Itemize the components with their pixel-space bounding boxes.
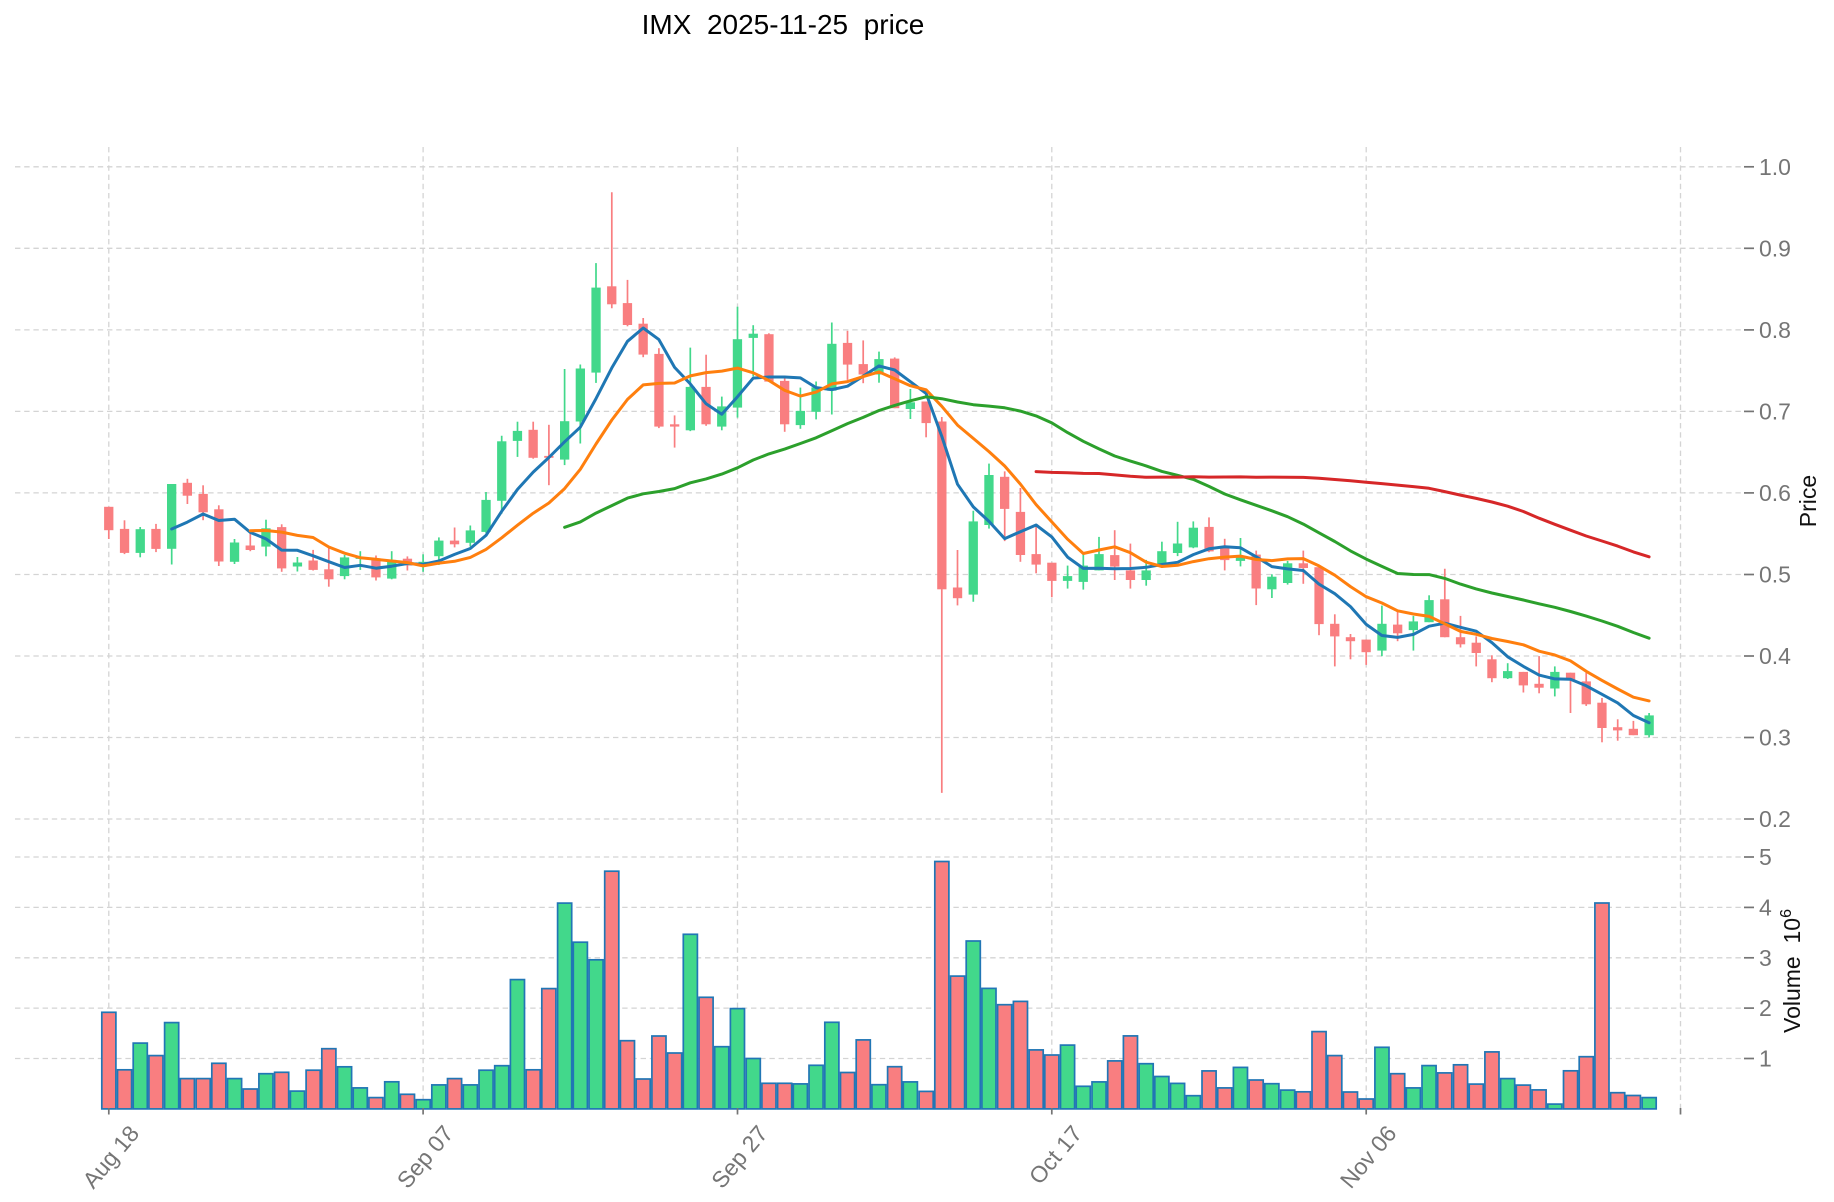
svg-text:5: 5 [1759, 844, 1772, 870]
svg-text:1.0: 1.0 [1759, 154, 1791, 180]
svg-text:4: 4 [1759, 894, 1772, 920]
svg-text:0.5: 0.5 [1759, 562, 1791, 588]
svg-text:0.7: 0.7 [1759, 398, 1791, 424]
svg-text:Volume 106: Volume 106 [1778, 909, 1805, 1033]
svg-text:Price: Price [1795, 475, 1821, 527]
svg-text:0.8: 0.8 [1759, 317, 1791, 343]
svg-text:0.6: 0.6 [1759, 480, 1791, 506]
svg-text:0.4: 0.4 [1759, 643, 1791, 669]
svg-text:1: 1 [1759, 1046, 1772, 1072]
svg-text:2: 2 [1759, 995, 1772, 1021]
svg-text:0.9: 0.9 [1759, 235, 1791, 261]
svg-text:0.2: 0.2 [1759, 806, 1791, 832]
svg-text:0.3: 0.3 [1759, 725, 1791, 751]
svg-text:3: 3 [1759, 945, 1772, 971]
svg-text:IMX 2025-11-25 price: IMX 2025-11-25 price [642, 9, 925, 40]
